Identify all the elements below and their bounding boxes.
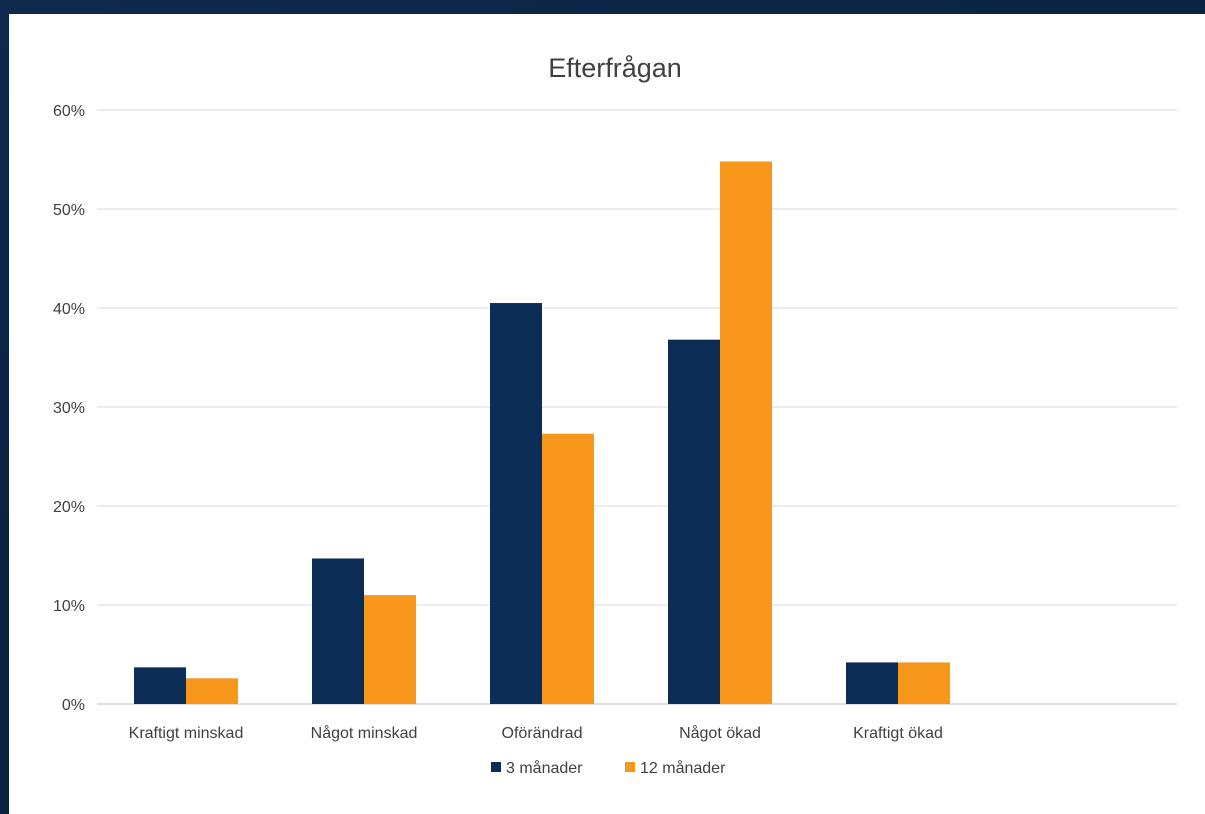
x-category-label: Något ökad xyxy=(679,724,761,742)
chart-card: Efterfrågan 0% 10% 20% 30% 40% 50% 60% Kraftig… xyxy=(9,14,1205,814)
bar xyxy=(364,595,416,704)
legend-label: 3 månader xyxy=(506,759,583,777)
bar xyxy=(846,662,898,704)
bar xyxy=(542,433,594,704)
y-tick-label: 40% xyxy=(53,301,85,318)
x-category-label: Oförändrad xyxy=(502,725,583,742)
y-tick-label: 60% xyxy=(53,103,85,120)
legend-label: 12 månader xyxy=(640,759,726,777)
x-axis-categories: Kraftigt minskad Något minskad Oförändrad N… xyxy=(129,724,943,742)
bar-chart: Efterfrågan 0% 10% 20% 30% 40% 50% 60% Kraftig… xyxy=(53,53,1177,777)
y-tick-label: 10% xyxy=(53,598,85,615)
bar xyxy=(490,303,542,704)
x-category-label: Kraftigt minskad xyxy=(129,725,244,742)
bar xyxy=(186,678,238,704)
chart-title: Efterfrågan xyxy=(548,53,682,83)
bar xyxy=(668,339,720,704)
legend-swatch xyxy=(491,762,501,772)
legend: 3 månader 12 månader xyxy=(491,759,726,777)
legend-swatch xyxy=(625,762,635,772)
y-tick-label: 30% xyxy=(53,400,85,417)
x-category-label: Något minskad xyxy=(311,724,418,742)
bars xyxy=(134,161,950,705)
bar xyxy=(898,662,950,704)
y-tick-label: 20% xyxy=(53,499,85,516)
y-tick-label: 50% xyxy=(53,202,85,219)
bar xyxy=(134,667,186,704)
bar xyxy=(720,161,772,705)
x-category-label: Kraftigt ökad xyxy=(853,725,943,742)
y-axis-ticks: 0% 10% 20% 30% 40% 50% 60% xyxy=(53,103,85,714)
y-tick-label: 0% xyxy=(62,697,85,714)
bar xyxy=(312,558,364,704)
gridlines xyxy=(97,109,1177,705)
